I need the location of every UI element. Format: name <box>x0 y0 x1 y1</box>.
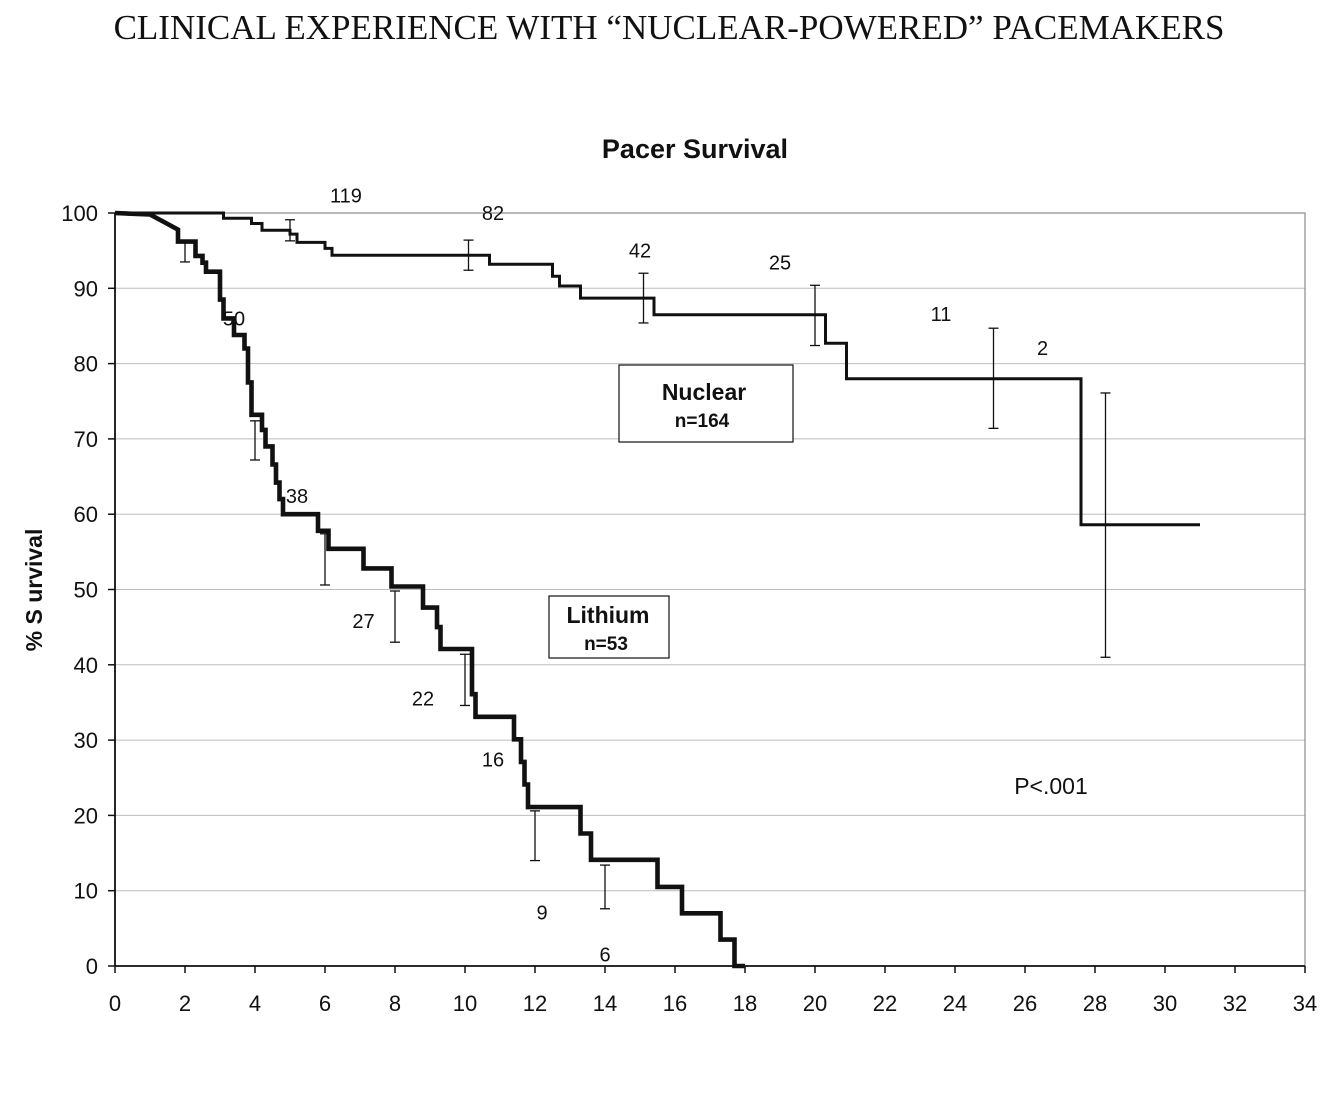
y-tick-label: 90 <box>74 276 98 301</box>
y-tick-label: 20 <box>74 803 98 828</box>
x-tick-label: 24 <box>943 991 967 1016</box>
at-risk-label-nuclear: 25 <box>769 253 791 275</box>
at-risk-label-nuclear: 119 <box>330 186 362 208</box>
x-tick-label: 12 <box>523 991 547 1016</box>
error-bar-lithium <box>600 864 610 910</box>
y-tick-label: 0 <box>86 954 98 979</box>
x-tick-label: 4 <box>249 991 261 1016</box>
at-risk-label-lithium: 22 <box>412 689 434 711</box>
chart-title: Pacer Survival <box>602 134 788 164</box>
x-tick-label: 0 <box>109 991 121 1016</box>
y-tick-label: 50 <box>74 578 98 603</box>
page-title: CLINICAL EXPERIENCE WITH “NUCLEAR-POWERE… <box>113 8 1225 47</box>
error-bar-nuclear <box>638 272 649 324</box>
y-tick-label: 10 <box>74 879 98 904</box>
error-bar-nuclear <box>463 239 474 271</box>
at-risk-label-nuclear: 2 <box>1037 338 1048 360</box>
at-risk-label-nuclear: 82 <box>482 203 504 225</box>
x-tick-label: 34 <box>1293 991 1317 1016</box>
x-tick-label: 6 <box>319 991 331 1016</box>
error-bar-nuclear <box>810 284 820 347</box>
x-tick-label: 30 <box>1153 991 1177 1016</box>
legend-lithium-name: Lithium <box>566 602 649 628</box>
gridlines <box>115 287 1305 892</box>
error-bar-lithium <box>250 420 260 461</box>
at-risk-label-lithium: 50 <box>223 308 245 330</box>
series-layer <box>114 210 1200 969</box>
legend-lithium-n: n=53 <box>584 634 628 655</box>
at-risk-label-nuclear: 11 <box>931 304 952 326</box>
x-tick-label: 2 <box>179 991 191 1016</box>
at-risk-label-lithium: 9 <box>536 903 547 925</box>
x-tick-label: 18 <box>733 991 757 1016</box>
x-tick-label: 16 <box>663 991 687 1016</box>
x-tick-label: 10 <box>453 991 477 1016</box>
series-line-nuclear <box>115 211 1200 527</box>
at-risk-label-lithium: 16 <box>482 750 504 772</box>
legend-box-lithium: Lithium n=53 <box>548 595 670 659</box>
y-tick-label: 80 <box>74 352 98 377</box>
at-risk-label-lithium: 27 <box>352 611 374 633</box>
p-value-annotation: P<.001 <box>1014 773 1088 799</box>
at-risk-label-lithium: 6 <box>599 945 610 967</box>
x-tick-label: 22 <box>873 991 897 1016</box>
error-bar-lithium <box>320 533 330 586</box>
at-risk-labels: 119 82 42 25 11 2 50 38 27 22 16 9 6 <box>223 186 1048 967</box>
legend-nuclear-n: n=164 <box>675 411 730 432</box>
error-bar-lithium <box>180 240 190 263</box>
y-tick-label: 30 <box>74 728 98 753</box>
error-bar-lithium <box>460 653 470 707</box>
y-tick-label: 40 <box>74 653 98 678</box>
at-risk-label-nuclear: 42 <box>629 241 651 263</box>
error-bar-lithium <box>390 590 400 643</box>
y-tick-label: 100 <box>61 201 98 226</box>
error-bar-nuclear <box>1100 392 1111 658</box>
legend-box-nuclear: Nuclear n=164 <box>618 364 794 443</box>
at-risk-label-lithium: 38 <box>286 486 308 508</box>
series-line-lithium <box>114 210 745 969</box>
error-bar-lithium <box>530 810 540 862</box>
x-tick-label: 8 <box>389 991 401 1016</box>
x-tick-label: 28 <box>1083 991 1107 1016</box>
error-bar-nuclear <box>285 219 295 242</box>
y-tick-label: 70 <box>74 427 98 452</box>
x-tick-label: 20 <box>803 991 827 1016</box>
x-tick-label: 32 <box>1223 991 1247 1016</box>
legend-nuclear-name: Nuclear <box>662 379 746 405</box>
x-tick-label: 14 <box>593 991 617 1016</box>
y-tick-label: 60 <box>74 502 98 527</box>
x-tick-label: 26 <box>1013 991 1037 1016</box>
y-axis-label: % S urvival <box>21 529 47 652</box>
error-bar-nuclear <box>988 327 999 430</box>
